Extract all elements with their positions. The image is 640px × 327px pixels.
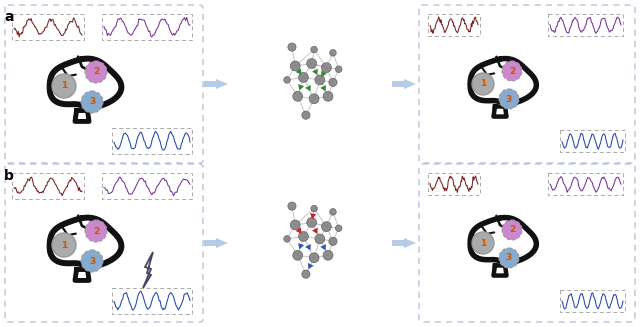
Circle shape [288, 43, 296, 51]
Circle shape [85, 220, 107, 242]
Text: 2: 2 [93, 227, 99, 235]
FancyBboxPatch shape [112, 288, 192, 314]
Polygon shape [75, 269, 89, 281]
Circle shape [472, 73, 494, 95]
Circle shape [288, 202, 296, 210]
Polygon shape [392, 79, 416, 89]
Circle shape [52, 74, 76, 98]
Circle shape [81, 250, 103, 272]
Circle shape [335, 66, 342, 73]
Circle shape [329, 78, 337, 86]
Polygon shape [75, 111, 89, 121]
Text: 2: 2 [509, 226, 515, 234]
Circle shape [315, 75, 324, 85]
Text: 2: 2 [93, 67, 99, 77]
Circle shape [307, 217, 317, 227]
Text: 2: 2 [509, 66, 515, 76]
Circle shape [502, 61, 522, 81]
Circle shape [284, 77, 291, 83]
Text: b: b [4, 169, 14, 183]
Circle shape [307, 59, 317, 68]
Circle shape [311, 46, 317, 53]
Text: 1: 1 [480, 238, 486, 248]
Circle shape [499, 89, 519, 109]
FancyBboxPatch shape [419, 5, 635, 163]
Text: 3: 3 [89, 256, 95, 266]
Circle shape [291, 61, 300, 71]
Polygon shape [392, 238, 416, 248]
Text: 3: 3 [89, 97, 95, 107]
Text: 1: 1 [61, 240, 67, 250]
Polygon shape [143, 252, 153, 288]
Circle shape [329, 237, 337, 246]
Circle shape [85, 61, 107, 83]
Polygon shape [493, 107, 506, 116]
Text: 3: 3 [506, 253, 512, 263]
Circle shape [291, 220, 300, 230]
FancyBboxPatch shape [12, 173, 84, 199]
Circle shape [330, 209, 336, 215]
Circle shape [321, 222, 332, 232]
FancyBboxPatch shape [5, 5, 203, 163]
FancyBboxPatch shape [428, 173, 480, 195]
Circle shape [335, 225, 342, 232]
FancyBboxPatch shape [5, 164, 203, 322]
FancyBboxPatch shape [12, 14, 84, 40]
Circle shape [309, 253, 319, 263]
Circle shape [311, 205, 317, 212]
FancyBboxPatch shape [102, 14, 192, 40]
FancyBboxPatch shape [548, 173, 623, 195]
Circle shape [502, 220, 522, 240]
Circle shape [292, 91, 303, 101]
Text: 1: 1 [61, 81, 67, 91]
Polygon shape [50, 217, 122, 266]
Circle shape [302, 111, 310, 119]
Polygon shape [470, 217, 536, 262]
Circle shape [323, 91, 333, 101]
Polygon shape [50, 59, 122, 107]
Circle shape [81, 91, 103, 113]
Polygon shape [204, 79, 228, 89]
Circle shape [292, 250, 303, 260]
Text: 1: 1 [480, 79, 486, 89]
Circle shape [472, 232, 494, 254]
FancyBboxPatch shape [428, 14, 480, 36]
Circle shape [302, 270, 310, 278]
Circle shape [499, 248, 519, 268]
Polygon shape [204, 238, 228, 248]
FancyBboxPatch shape [102, 173, 192, 199]
Circle shape [309, 94, 319, 104]
Text: 3: 3 [506, 95, 512, 104]
Circle shape [298, 73, 308, 82]
FancyBboxPatch shape [560, 130, 625, 152]
FancyBboxPatch shape [548, 14, 623, 36]
Circle shape [315, 234, 324, 244]
Circle shape [321, 63, 332, 73]
FancyBboxPatch shape [560, 290, 625, 312]
FancyBboxPatch shape [112, 128, 192, 154]
Circle shape [284, 236, 291, 242]
FancyBboxPatch shape [419, 164, 635, 322]
Polygon shape [493, 266, 506, 276]
Circle shape [298, 232, 308, 241]
Circle shape [330, 50, 336, 56]
Circle shape [52, 233, 76, 257]
Text: a: a [4, 10, 13, 24]
Polygon shape [470, 59, 536, 103]
Circle shape [323, 250, 333, 260]
